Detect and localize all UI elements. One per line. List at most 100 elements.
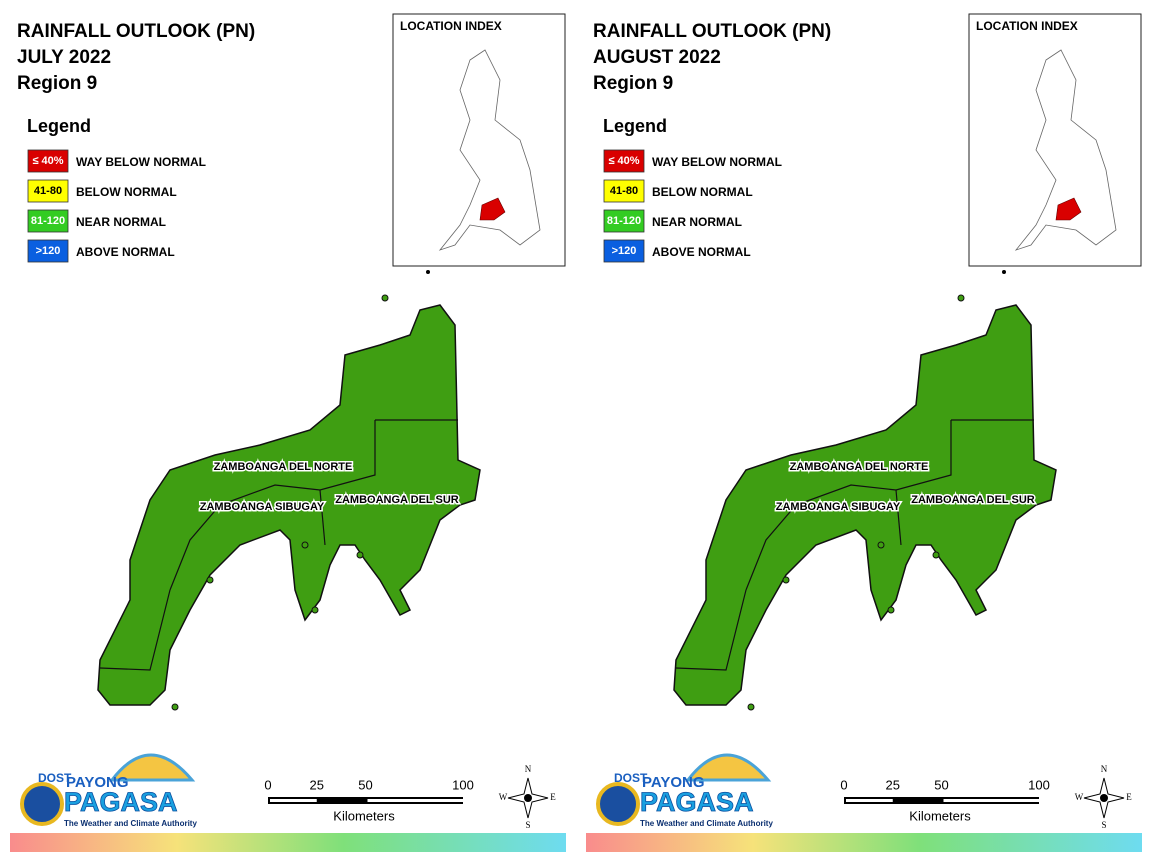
legend-range: >120 bbox=[36, 245, 61, 257]
legend-range: 41-80 bbox=[34, 185, 62, 197]
islet bbox=[426, 270, 430, 274]
logo-tagline: The Weather and Climate Authority bbox=[640, 819, 773, 828]
inset-region bbox=[1055, 197, 1082, 221]
scale-segment bbox=[943, 799, 1039, 802]
islet bbox=[356, 551, 364, 559]
legend-label: ABOVE NORMAL bbox=[76, 245, 175, 259]
scale-tick: 100 bbox=[452, 777, 474, 792]
legend-range: 81-120 bbox=[607, 215, 641, 227]
compass-letter: E bbox=[1126, 792, 1132, 802]
legend-swatch bbox=[603, 149, 645, 173]
compass-letter: W bbox=[499, 792, 508, 802]
logo-tagline: The Weather and Climate Authority bbox=[64, 819, 197, 828]
legend-label: BELOW NORMAL bbox=[76, 185, 177, 199]
province-label: ZAMBOANGA DEL SUR bbox=[911, 494, 1035, 506]
compass-letter: N bbox=[1101, 764, 1108, 774]
islet bbox=[957, 294, 965, 302]
scale-tick: 50 bbox=[358, 777, 372, 792]
region-land bbox=[673, 304, 1057, 706]
legend-label: NEAR NORMAL bbox=[652, 215, 742, 229]
compass-letter: E bbox=[550, 792, 556, 802]
legend-label: WAY BELOW NORMAL bbox=[652, 155, 782, 169]
logo-line1: PAYONG bbox=[66, 774, 129, 791]
map-region: Region 9 bbox=[17, 73, 97, 94]
compass-center bbox=[1100, 794, 1108, 802]
province-boundary bbox=[169, 420, 376, 591]
legend-range: >120 bbox=[612, 245, 637, 257]
legend-title: Legend bbox=[27, 116, 91, 136]
region-land bbox=[97, 304, 481, 706]
legend-label: BELOW NORMAL bbox=[652, 185, 753, 199]
inset-title: LOCATION INDEX bbox=[400, 19, 502, 33]
province-boundary bbox=[99, 589, 171, 671]
scale-bar bbox=[844, 797, 1039, 804]
legend-swatch bbox=[27, 149, 69, 173]
legend-range: 41-80 bbox=[610, 185, 638, 197]
scale-tick: 0 bbox=[264, 777, 271, 792]
map-region: Region 9 bbox=[593, 73, 673, 94]
compass-letter: S bbox=[525, 820, 530, 830]
islet bbox=[747, 703, 755, 711]
province-label: ZAMBOANGA DEL SUR bbox=[335, 494, 459, 506]
inset-land bbox=[438, 49, 541, 251]
inset-land bbox=[1014, 49, 1117, 251]
logo-umbrella bbox=[684, 753, 772, 782]
legend-swatch bbox=[27, 179, 69, 203]
legend-label: NEAR NORMAL bbox=[76, 215, 166, 229]
islet bbox=[887, 606, 895, 614]
compass-letter: W bbox=[1075, 792, 1084, 802]
color-band bbox=[10, 833, 566, 852]
legend-title: Legend bbox=[603, 116, 667, 136]
province-label: ZAMBOANGA SIBUGAY bbox=[200, 501, 325, 513]
province-boundary bbox=[745, 420, 952, 591]
legend-label: WAY BELOW NORMAL bbox=[76, 155, 206, 169]
scale-unit: Kilometers bbox=[333, 808, 395, 823]
logo-agency: DOST bbox=[38, 771, 72, 785]
scale-bar bbox=[268, 797, 463, 804]
scale-segment bbox=[270, 799, 317, 802]
legend-range: 81-120 bbox=[31, 215, 65, 227]
color-band bbox=[586, 833, 1142, 852]
province-label: ZAMBOANGA DEL NORTE bbox=[790, 461, 929, 473]
province-boundary bbox=[675, 589, 747, 671]
scale-tick: 50 bbox=[934, 777, 948, 792]
panel: RAINFALL OUTLOOK (PN) AUGUST 2022 Region 9… bbox=[586, 13, 1142, 852]
legend-swatch bbox=[27, 209, 69, 233]
logo-line2: PAGASA bbox=[640, 787, 754, 817]
logo-line2: PAGASA bbox=[64, 787, 178, 817]
legend-range: ≤ 40% bbox=[32, 155, 63, 167]
legend-swatch bbox=[603, 209, 645, 233]
legend-swatch bbox=[603, 239, 645, 263]
scale-tick: 25 bbox=[886, 777, 900, 792]
logo-agency: DOST bbox=[614, 771, 648, 785]
scale-segment bbox=[846, 799, 893, 802]
map-title: RAINFALL OUTLOOK (PN) bbox=[17, 21, 255, 42]
islet bbox=[171, 703, 179, 711]
province-label: ZAMBOANGA DEL NORTE bbox=[214, 461, 353, 473]
legend-range: ≤ 40% bbox=[608, 155, 639, 167]
scale-tick: 0 bbox=[840, 777, 847, 792]
logo-seal bbox=[596, 782, 640, 826]
islet bbox=[1002, 270, 1006, 274]
islet bbox=[311, 606, 319, 614]
panel: RAINFALL OUTLOOK (PN) JULY 2022 Region 9 Le… bbox=[10, 13, 566, 852]
islet bbox=[782, 576, 790, 584]
logo-umbrella bbox=[108, 753, 196, 782]
legend-swatch bbox=[27, 239, 69, 263]
map-title: RAINFALL OUTLOOK (PN) bbox=[593, 21, 831, 42]
scale-tick: 25 bbox=[310, 777, 324, 792]
islet bbox=[932, 551, 940, 559]
province-boundary bbox=[895, 489, 902, 546]
islet bbox=[381, 294, 389, 302]
map-month: AUGUST 2022 bbox=[593, 47, 721, 68]
inset-title: LOCATION INDEX bbox=[976, 19, 1078, 33]
province-boundary bbox=[319, 489, 326, 546]
province-label: ZAMBOANGA SIBUGAY bbox=[776, 501, 901, 513]
logo-seal bbox=[20, 782, 64, 826]
compass-letter: S bbox=[1101, 820, 1106, 830]
scale-tick: 100 bbox=[1028, 777, 1050, 792]
legend-label: ABOVE NORMAL bbox=[652, 245, 751, 259]
compass-center bbox=[524, 794, 532, 802]
islet bbox=[877, 541, 885, 549]
